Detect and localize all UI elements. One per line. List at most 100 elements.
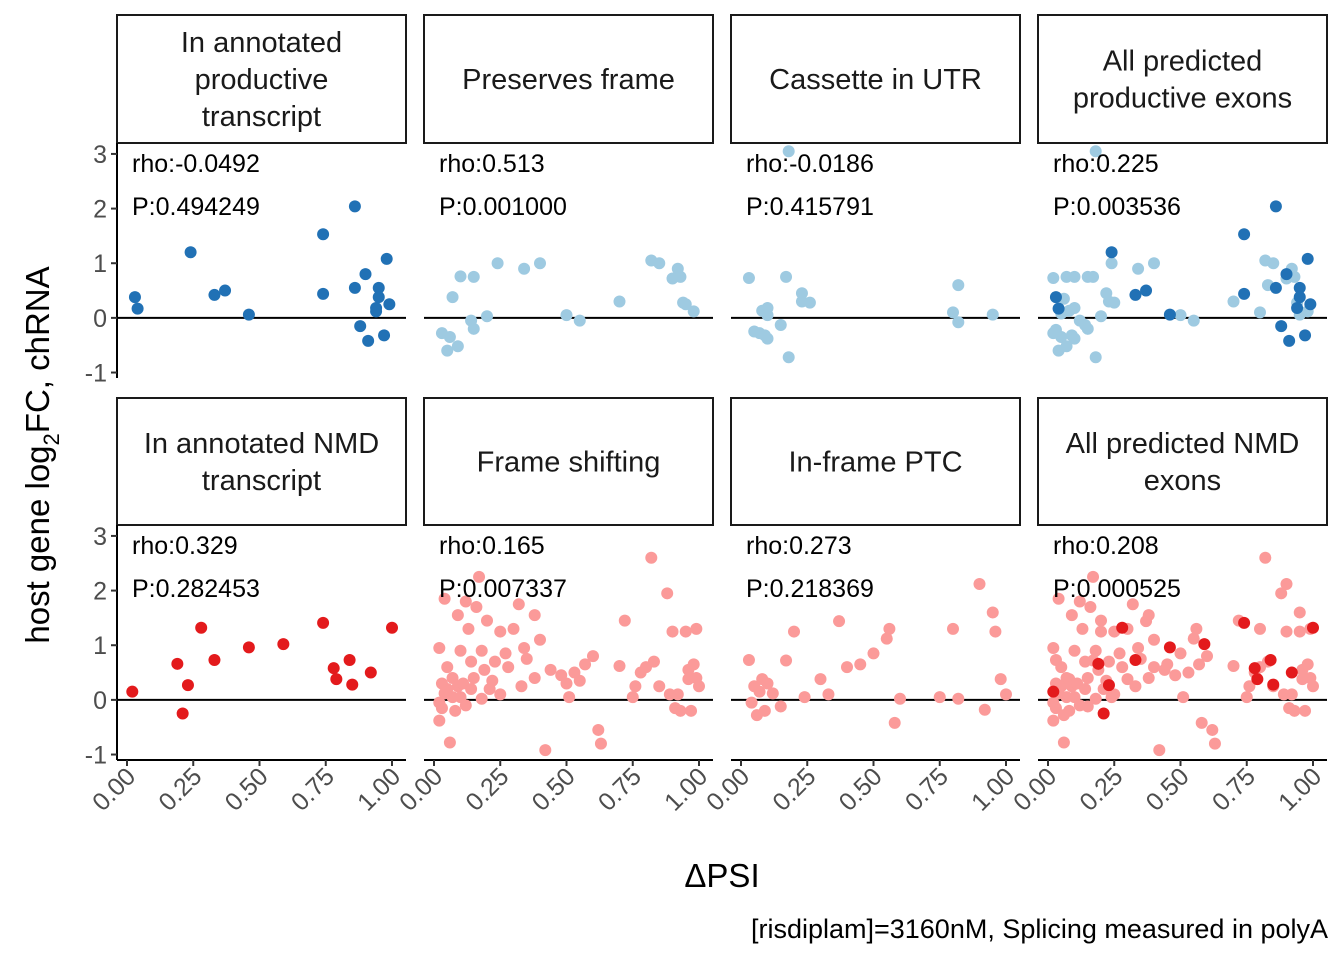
data-point	[952, 692, 965, 705]
rho-label: rho:0.225	[1053, 150, 1159, 178]
y-tick-label: 3	[93, 141, 107, 169]
data-point	[653, 680, 666, 693]
data-point	[354, 320, 367, 333]
data-point	[1108, 688, 1121, 701]
data-point	[1129, 288, 1142, 301]
data-point	[1148, 257, 1160, 270]
data-point	[679, 298, 692, 311]
panel-strip-title-line: transcript	[202, 465, 321, 497]
x-tick-label: 0.00	[1008, 762, 1062, 816]
x-tick-label: 0.50	[220, 762, 274, 816]
data-point	[679, 625, 692, 638]
data-point	[1089, 145, 1102, 158]
data-point	[1285, 688, 1298, 701]
data-point	[766, 687, 779, 700]
data-point	[1102, 655, 1115, 668]
data-point	[1089, 351, 1102, 364]
p-value-label: P:0.415791	[746, 193, 874, 221]
panel-strip-title-line: Preserves frame	[462, 64, 675, 96]
data-point	[587, 650, 599, 663]
data-point	[1293, 281, 1306, 294]
data-point	[1206, 723, 1219, 736]
x-tick-label: 0.75	[286, 762, 340, 816]
data-point	[742, 653, 755, 666]
data-point	[383, 298, 396, 311]
data-point	[758, 704, 771, 717]
data-point	[795, 287, 808, 300]
y-axis-title-tail: FC, chRNA	[19, 266, 56, 433]
x-tick-label: 0.25	[153, 762, 207, 816]
rho-label: rho:0.208	[1053, 532, 1159, 560]
data-point	[687, 658, 700, 671]
data-point	[359, 268, 372, 281]
x-tick-label: 0.75	[593, 762, 647, 816]
data-point	[579, 658, 592, 671]
data-point	[467, 322, 480, 335]
data-point	[370, 305, 383, 318]
data-point	[1280, 625, 1293, 638]
data-point	[1251, 673, 1264, 686]
data-point	[685, 704, 698, 717]
data-point	[195, 621, 208, 634]
data-point	[788, 625, 800, 638]
data-point	[867, 647, 880, 660]
data-point	[854, 658, 867, 671]
data-point	[518, 641, 531, 654]
data-point	[327, 662, 340, 675]
data-point	[613, 660, 626, 672]
data-point	[219, 284, 232, 297]
rho-label: rho:-0.0186	[746, 150, 874, 178]
data-point	[443, 736, 456, 749]
data-point	[1285, 666, 1298, 679]
data-point	[1129, 653, 1142, 666]
data-point	[1190, 622, 1203, 635]
data-point	[1174, 309, 1187, 322]
data-point	[491, 257, 504, 270]
data-point	[518, 262, 531, 275]
x-tick-label: 0.75	[900, 762, 954, 816]
x-tick-label: 0.25	[460, 762, 514, 816]
data-point	[1000, 688, 1012, 701]
data-point	[378, 329, 391, 342]
data-point	[184, 246, 197, 259]
data-point	[1065, 609, 1078, 622]
data-point	[653, 257, 666, 270]
data-point	[380, 252, 393, 265]
data-point	[952, 316, 965, 329]
panel-3: All predicted productive exons rho:0.225 P:…	[1037, 14, 1328, 364]
data-point	[128, 291, 141, 304]
data-point	[1254, 622, 1266, 635]
data-point	[613, 295, 626, 308]
data-point	[1068, 302, 1081, 315]
data-point	[803, 296, 816, 309]
data-point	[814, 673, 827, 686]
panel-strip-box	[423, 14, 714, 144]
data-point	[1047, 685, 1060, 698]
data-point	[618, 614, 631, 627]
data-point	[761, 677, 774, 690]
data-point	[674, 704, 687, 717]
data-point	[1161, 658, 1174, 671]
y-axis-title-subscript: 2	[39, 433, 64, 445]
data-point	[1288, 704, 1301, 717]
x-tick-label: 0.50	[1141, 762, 1195, 816]
data-point	[438, 592, 451, 605]
data-point	[364, 666, 377, 679]
y-tick-label: -1	[85, 360, 107, 388]
data-point	[989, 625, 1002, 638]
data-point	[473, 570, 486, 583]
data-point	[1299, 329, 1312, 342]
y-tick-label: 0	[93, 687, 107, 715]
data-point	[1081, 700, 1094, 713]
data-point	[1201, 650, 1213, 663]
y-tick-label: -1	[85, 742, 107, 770]
data-point	[1163, 641, 1176, 654]
data-point	[883, 622, 896, 635]
data-point	[1301, 658, 1314, 671]
data-point	[317, 228, 330, 241]
y-axis-title-main: host gene log	[19, 445, 56, 643]
data-point	[693, 680, 705, 693]
data-point	[1269, 281, 1282, 294]
data-point	[475, 692, 488, 705]
data-point	[1132, 262, 1145, 275]
